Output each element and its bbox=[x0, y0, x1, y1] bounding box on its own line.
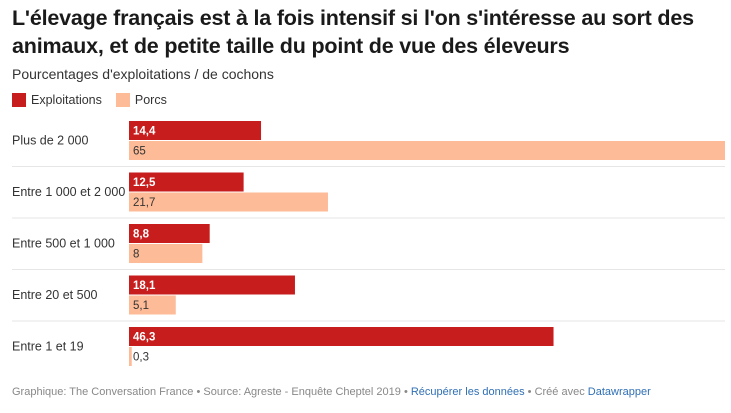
data-label-porcs: 5,1 bbox=[133, 300, 149, 312]
bar-chart: Plus de 2 000 14,4 65 Entre 1 000 et 2 000 1… bbox=[12, 121, 725, 366]
bar-porcs bbox=[129, 295, 176, 315]
data-label-porcs: 21,7 bbox=[133, 197, 155, 209]
data-label-exploitations: 12,5 bbox=[133, 177, 156, 189]
data-label-porcs: 65 bbox=[133, 146, 146, 158]
footer-separator: • Créé avec bbox=[524, 386, 588, 398]
category-label: Entre 1 et 19 bbox=[12, 339, 84, 353]
footer: Graphique: The Conversation France • Sou… bbox=[12, 386, 651, 398]
data-label-porcs: 0,3 bbox=[133, 352, 149, 364]
bar-exploitations bbox=[129, 172, 244, 192]
bar-porcs bbox=[129, 244, 203, 263]
download-data-link[interactable]: Récupérer les données bbox=[410, 386, 525, 398]
legend-label-porcs: Porcs bbox=[134, 93, 167, 107]
legend-item-porcs: Porcs bbox=[115, 93, 167, 107]
bar-exploitations bbox=[129, 327, 554, 346]
legend-swatch-porcs bbox=[115, 93, 130, 107]
bar-exploitations bbox=[129, 275, 295, 295]
category-label: Entre 20 et 500 bbox=[12, 288, 98, 302]
bar-exploitations bbox=[129, 224, 210, 243]
legend: Exploitations Porcs bbox=[12, 93, 181, 107]
legend-swatch-exploitations bbox=[12, 93, 26, 107]
data-label-exploitations: 8,8 bbox=[133, 229, 150, 241]
datawrapper-link[interactable]: Datawrapper bbox=[587, 386, 651, 398]
legend-label-exploitations: Exploitations bbox=[31, 93, 102, 107]
footer-credit: Graphique: The Conversation France • Sou… bbox=[12, 386, 411, 398]
bar-porcs bbox=[129, 141, 725, 160]
data-label-exploitations: 18,1 bbox=[133, 280, 156, 292]
bar-porcs bbox=[129, 347, 132, 366]
data-label-exploitations: 46,3 bbox=[133, 332, 155, 344]
bar-porcs bbox=[129, 192, 328, 212]
bar-exploitations bbox=[129, 121, 262, 140]
legend-item-exploitations: Exploitations bbox=[12, 93, 102, 107]
chart-title: L'élevage français est à la fois intensi… bbox=[12, 6, 694, 58]
category-label: Entre 1 000 et 2 000 bbox=[12, 185, 125, 199]
data-label-exploitations: 14,4 bbox=[133, 126, 156, 138]
category-label: Plus de 2 000 bbox=[12, 133, 88, 147]
chart-subtitle: Pourcentages d'exploitations / de cochon… bbox=[12, 66, 274, 82]
category-label: Entre 500 et 1 000 bbox=[12, 236, 115, 250]
data-label-porcs: 8 bbox=[133, 249, 139, 261]
